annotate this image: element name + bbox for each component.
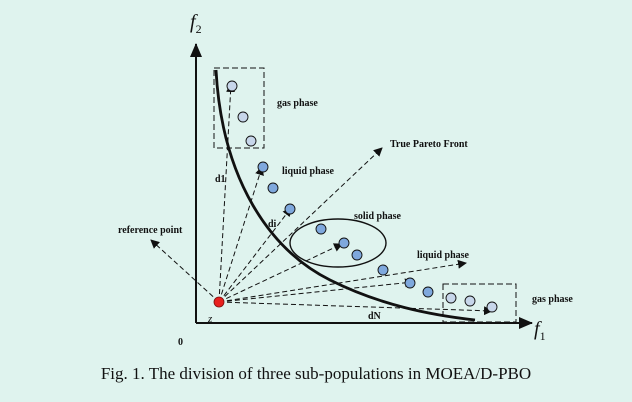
liquid-phase-label-top: liquid phase [282, 166, 335, 177]
liquid-phase-label-bottom: liquid phase [417, 250, 470, 261]
population-point [422, 286, 434, 298]
population-point [464, 295, 476, 307]
reference-point-label: reference point [118, 225, 183, 236]
dn-label: dN [368, 311, 382, 322]
ray-6 [218, 259, 467, 303]
population-point [377, 264, 389, 276]
liquid-phase-points-bottom [377, 264, 434, 298]
gas-phase-points-bottom [445, 292, 498, 313]
diagram-canvas: f2 f1 0 [118, 11, 573, 348]
z-label: z [207, 313, 213, 325]
gas-phase-label-bottom: gas phase [532, 294, 573, 305]
gas-phase-box-bottom [442, 283, 517, 323]
population-point [404, 277, 416, 289]
ray-d1 [218, 83, 236, 303]
ray-di [218, 243, 343, 303]
population-point [338, 237, 350, 249]
solid-phase-points [315, 223, 363, 261]
ray-7 [218, 278, 414, 303]
di-label: di [268, 219, 277, 230]
population-point [237, 111, 249, 123]
population-point [226, 80, 238, 92]
solid-phase-label: solid phase [354, 211, 402, 222]
population-point [245, 135, 257, 147]
true-pareto-front-label: True Pareto Front [390, 139, 468, 150]
population-point [445, 292, 457, 304]
figure-caption: Fig. 1. The division of three sub-popula… [100, 364, 532, 383]
ray-3 [218, 207, 292, 303]
reference-point-marker [213, 296, 225, 308]
gas-phase-box-top [213, 67, 265, 149]
liquid-phase-points-top [257, 161, 296, 215]
population-point [267, 182, 279, 194]
y-axis-label: f2 [190, 11, 202, 36]
ray-pareto [218, 147, 383, 303]
d1-label: d1 [215, 174, 226, 185]
gas-phase-label-top: gas phase [277, 98, 318, 109]
ray-reference [150, 239, 220, 303]
population-point [257, 161, 269, 173]
weight-vector-rays [150, 83, 493, 316]
ray-dn [218, 301, 493, 316]
population-point [315, 223, 327, 235]
population-point [351, 249, 363, 261]
origin-label: 0 [178, 337, 183, 348]
population-point [486, 301, 498, 313]
solid-phase-ellipse [289, 218, 387, 268]
gas-phase-points-top [226, 80, 257, 147]
population-point [284, 203, 296, 215]
true-pareto-front-curve [214, 69, 476, 322]
x-axis-label: f1 [534, 318, 546, 343]
